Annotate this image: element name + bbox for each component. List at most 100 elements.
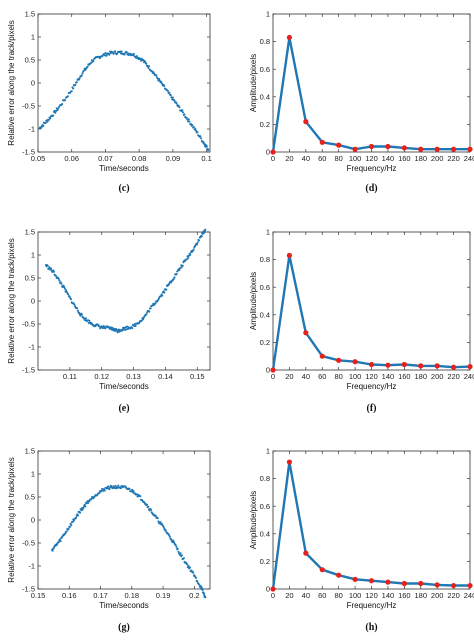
y-axis-label: Relative error along the track/pixels xyxy=(7,20,16,145)
x-tick-label: 220 xyxy=(447,372,460,381)
data-point xyxy=(46,120,49,123)
data-point xyxy=(67,527,70,530)
data-point xyxy=(122,328,125,331)
y-tick-label: 1.5 xyxy=(25,447,35,456)
x-tick-label: 0.15 xyxy=(190,372,205,381)
data-point xyxy=(78,77,81,80)
x-tick-label: 0.11 xyxy=(63,372,77,381)
data-point xyxy=(164,529,167,532)
data-point xyxy=(54,274,58,277)
x-tick-label: 0.06 xyxy=(64,154,79,163)
data-marker xyxy=(336,357,342,363)
x-tick-label: 60 xyxy=(318,154,326,163)
data-point xyxy=(116,52,119,55)
data-point xyxy=(166,89,169,92)
data-marker xyxy=(434,582,440,588)
data-point xyxy=(163,291,166,294)
data-marker xyxy=(352,359,358,365)
data-point xyxy=(202,592,206,595)
data-point xyxy=(103,489,106,492)
y-axis-label: Amplitude/pixels xyxy=(249,54,258,112)
data-point xyxy=(204,596,207,599)
x-axis-label: Frequency/Hz xyxy=(347,601,397,610)
data-point xyxy=(73,303,76,306)
data-point xyxy=(159,521,162,524)
x-tick-label: 40 xyxy=(302,591,310,600)
data-marker xyxy=(450,582,457,589)
data-marker xyxy=(286,34,293,41)
x-tick-label: 160 xyxy=(398,372,411,381)
data-point xyxy=(114,50,117,53)
data-point xyxy=(61,103,64,106)
data-point xyxy=(84,317,88,320)
data-point xyxy=(65,530,68,533)
data-marker xyxy=(286,459,293,465)
data-point xyxy=(78,511,82,514)
data-point xyxy=(169,94,172,97)
x-tick-label: 60 xyxy=(318,372,326,381)
data-point xyxy=(58,279,61,282)
x-tick-label: 0.14 xyxy=(158,372,173,381)
data-point xyxy=(81,72,84,75)
data-point xyxy=(180,554,183,557)
x-tick-label: 40 xyxy=(302,372,310,381)
data-point xyxy=(128,487,131,491)
data-point xyxy=(74,516,78,519)
data-point xyxy=(188,120,191,123)
data-marker xyxy=(319,353,325,359)
data-point xyxy=(179,552,182,555)
data-point xyxy=(46,264,49,267)
x-tick-label: 0.07 xyxy=(98,154,113,163)
data-point xyxy=(175,546,178,549)
y-tick-label: 0 xyxy=(31,79,35,88)
x-tick-label: 0.1 xyxy=(201,154,211,163)
data-point xyxy=(58,538,61,541)
data-point xyxy=(66,95,69,98)
data-marker xyxy=(303,330,309,336)
y-tick-label: -0.5 xyxy=(22,320,35,329)
data-point xyxy=(192,248,195,251)
data-point xyxy=(193,574,196,577)
data-marker xyxy=(385,579,391,585)
y-tick-label: 0.2 xyxy=(260,557,270,566)
data-point xyxy=(81,508,84,511)
data-point xyxy=(76,307,79,310)
x-tick-label: 0.13 xyxy=(126,372,141,381)
data-point xyxy=(98,491,101,494)
data-point xyxy=(83,503,86,506)
data-marker xyxy=(368,143,375,150)
data-point xyxy=(186,563,189,566)
x-tick-label: 80 xyxy=(334,591,342,600)
y-axis-label: Relative error along the track/pixels xyxy=(7,238,16,363)
x-tick-label: 0 xyxy=(271,154,275,163)
y-tick-label: 0 xyxy=(266,148,270,157)
y-tick-label: 0.4 xyxy=(260,310,270,319)
x-tick-label: 0.05 xyxy=(31,154,46,163)
data-marker xyxy=(434,146,440,152)
data-point xyxy=(181,109,184,112)
x-tick-label: 200 xyxy=(431,154,444,163)
data-point xyxy=(161,82,164,85)
data-marker xyxy=(368,578,375,584)
data-marker xyxy=(270,367,276,373)
data-point xyxy=(203,231,206,234)
x-tick-label: 120 xyxy=(365,154,378,163)
data-marker xyxy=(418,146,424,152)
data-point xyxy=(104,51,107,54)
data-point xyxy=(44,121,47,124)
data-marker xyxy=(336,572,342,578)
data-point xyxy=(205,145,208,148)
x-tick-label: 0.2 xyxy=(189,591,199,600)
plot-frame xyxy=(272,13,471,153)
data-point xyxy=(182,557,185,560)
data-point xyxy=(72,87,75,90)
data-point xyxy=(196,241,199,244)
x-tick-label: 200 xyxy=(431,591,444,600)
y-tick-label: 0.6 xyxy=(260,283,270,292)
data-point xyxy=(155,74,158,77)
data-point xyxy=(171,96,174,99)
data-point xyxy=(80,313,83,316)
x-tick-label: 80 xyxy=(334,154,342,163)
